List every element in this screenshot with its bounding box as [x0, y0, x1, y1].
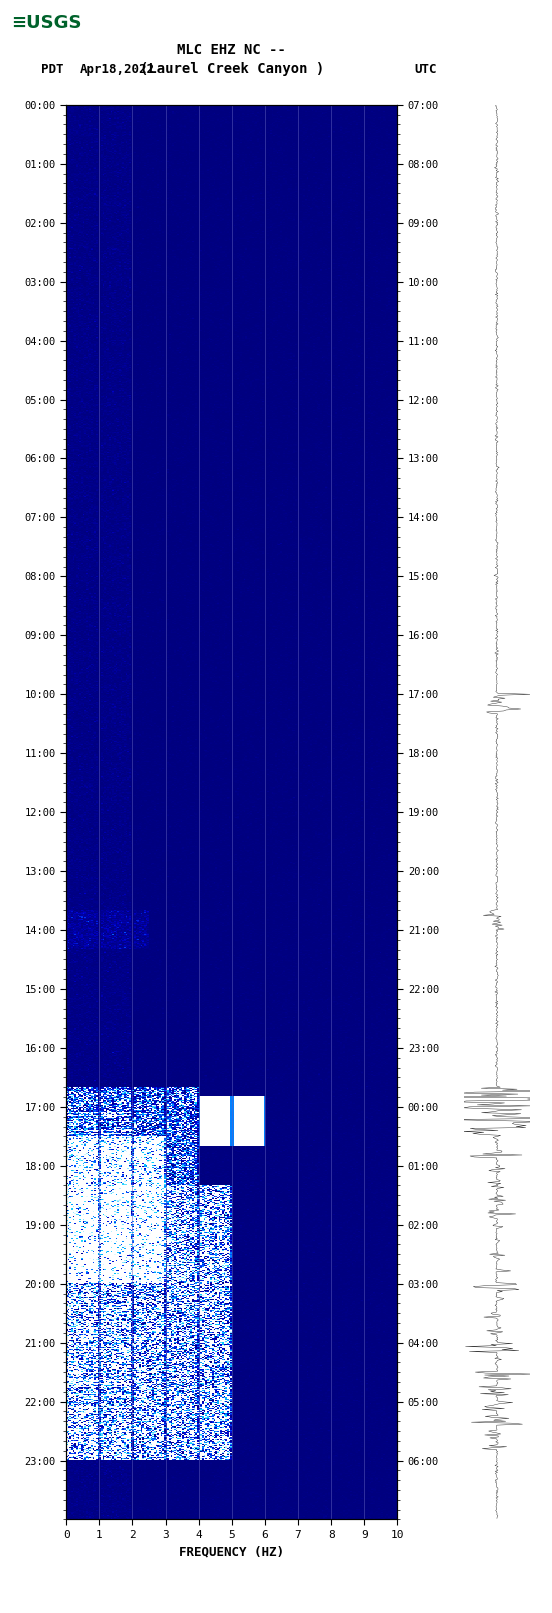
- Text: MLC EHZ NC --: MLC EHZ NC --: [177, 44, 286, 56]
- Text: ≡USGS: ≡USGS: [11, 13, 82, 32]
- Text: UTC: UTC: [414, 63, 437, 76]
- Text: Apr18,2022: Apr18,2022: [80, 63, 155, 76]
- X-axis label: FREQUENCY (HZ): FREQUENCY (HZ): [179, 1545, 284, 1558]
- Text: (Laurel Creek Canyon ): (Laurel Creek Canyon ): [140, 63, 324, 76]
- Text: PDT: PDT: [41, 63, 64, 76]
